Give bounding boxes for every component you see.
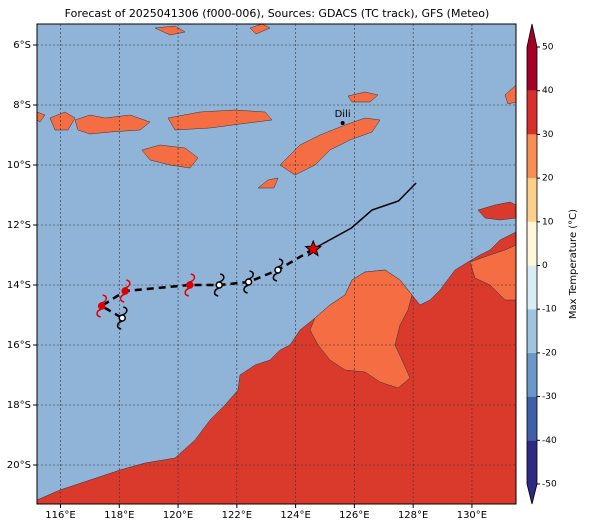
map [37,24,516,504]
colorbar-band [527,352,537,397]
lat-tick-label: 16°S [7,340,31,351]
forecast-track [99,247,314,320]
wetar [347,91,379,103]
lon-tick-label: 130°E [457,510,487,521]
colorbar-tick-label: 30 [542,130,554,140]
colorbar-tick-label: -10 [542,305,557,315]
cyclone-symbol [116,306,128,330]
colorbar-band [527,221,537,266]
cyclone-arm [243,284,249,294]
colorbar-band [527,47,537,91]
overlay: 116°E 118°E 120°E 122°E 124°E 126°E 128°E 130°E… [7,23,557,521]
colorbar-band [527,309,537,353]
colorbar-extend-bottom [527,484,537,504]
colorbar-tick-label: -30 [542,392,557,402]
colorbar-label: Max Temperature (°C) [568,209,579,319]
flores [167,109,273,131]
cyclone-symbol [119,279,131,303]
lon-tick-label: 128°E [398,510,428,521]
island-n [154,25,186,36]
cyclone-eye [97,302,106,310]
cyclone-symbol [243,270,254,294]
timor-tip [257,177,279,189]
current-position [304,239,323,257]
cyclone-eye [118,314,126,322]
lat-tick-label: 8°S [13,100,31,111]
cyclone-arm [189,273,196,283]
cyclone-eye [215,281,223,289]
cyclone-arm [119,293,126,303]
island-w [37,111,46,123]
lon-tick-label: 126°E [339,510,369,521]
colorbar-tick-label: 10 [542,217,554,227]
lombok [49,111,76,131]
colorbar-tick-label: 40 [542,86,554,96]
colorbar-band [527,396,537,441]
lon-tick-label: 120°E [163,510,193,521]
lon-tick-label: 122°E [222,510,252,521]
city-marker [340,121,345,125]
lat-tick-label: 10°S [7,160,31,171]
colorbar-tick-label: 0 [542,261,548,271]
lat-tick-label: 14°S [7,280,31,291]
colorbar-band [527,440,537,484]
cyclone-symbol [184,273,196,297]
colorbar-tick-label: -40 [542,436,557,446]
colorbar-band [527,90,537,135]
cyclone-arm [248,270,254,280]
island-n2 [249,24,271,35]
island-ne [504,84,516,105]
lat-tick-label: 6°S [13,40,31,51]
cyclone-arm [218,273,225,283]
timor [279,117,381,176]
title: Forecast of 2025041306 (f000-006), Sourc… [65,7,490,20]
lon-tick-label: 124°E [280,510,310,521]
cyclone-symbol [96,294,108,318]
cyclone-symbol [213,273,225,297]
cyclone-arm [96,308,102,318]
map-frame [36,23,517,505]
lon-tick-label: 118°E [104,510,134,521]
colorbar-band [527,265,537,310]
lon-tick-label: 116°E [45,510,75,521]
city-label: Dili [335,109,351,120]
cyclone-arm [272,272,279,282]
cyclone-eye [244,278,253,286]
colorbar-band [527,178,537,222]
cyclone-symbol [272,258,284,282]
cyclone-arm [277,258,284,268]
cyclone-arm [116,320,123,330]
lat-tick-label: 12°S [7,220,31,231]
island [477,201,516,221]
arnhem [469,244,516,301]
past-track [312,182,417,250]
sumba [141,144,199,169]
cyclone-arm [124,279,131,289]
lat-tick-label: 18°S [7,400,31,411]
cyclone-arm [184,287,191,297]
cyclone-eye [121,287,129,295]
colorbar-tick-label: -50 [542,480,557,490]
colorbar-tick-label: -20 [542,348,557,358]
colorbar-extend-top [527,24,537,47]
cyclone-arm [121,306,128,316]
lat-tick-label: 20°S [7,460,31,471]
colorbar-band [527,134,537,179]
sumbawa [74,114,151,135]
colorbar-tick-label: 20 [542,174,554,184]
cyclone-arm [101,294,108,304]
colorbar-tick-label: 50 [542,43,554,53]
cyclone-eye [186,281,194,289]
cyclone-arm [213,287,220,297]
cyclone-eye [274,266,282,274]
